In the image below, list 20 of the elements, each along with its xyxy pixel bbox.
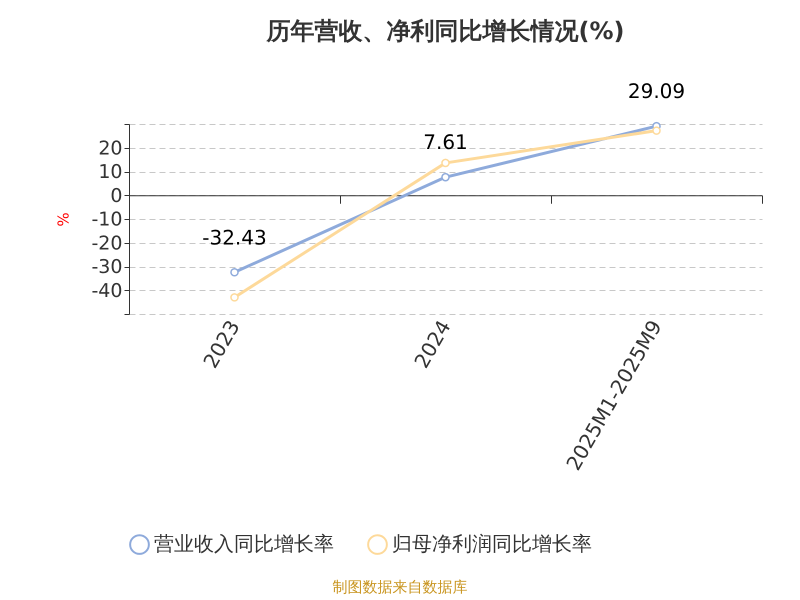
y-tick-label: -10	[91, 208, 122, 230]
y-tick-label: -20	[91, 232, 122, 254]
legend-label: 营业收入同比增长率	[154, 532, 334, 556]
point	[652, 126, 661, 135]
chart-title: 历年营收、净利同比增长情况(%)	[266, 17, 624, 46]
legend-label: 归母净利润同比增长率	[392, 532, 592, 556]
point	[441, 158, 450, 168]
data-label: -32.43	[202, 225, 267, 250]
y-tick-label: -40	[91, 280, 122, 302]
data-label: 7.61	[423, 130, 468, 154]
point	[230, 293, 239, 302]
y-axis-title: %	[54, 212, 72, 227]
y-tick-label: 10	[98, 161, 122, 183]
point	[441, 172, 450, 182]
y-tick-label: -30	[91, 256, 122, 278]
y-tick-label: 20	[98, 137, 122, 160]
data-label: 29.09	[628, 79, 686, 104]
point	[230, 268, 239, 277]
text: 制图数据来自数据库	[332, 578, 468, 597]
y-tick-label: 0	[110, 184, 122, 207]
